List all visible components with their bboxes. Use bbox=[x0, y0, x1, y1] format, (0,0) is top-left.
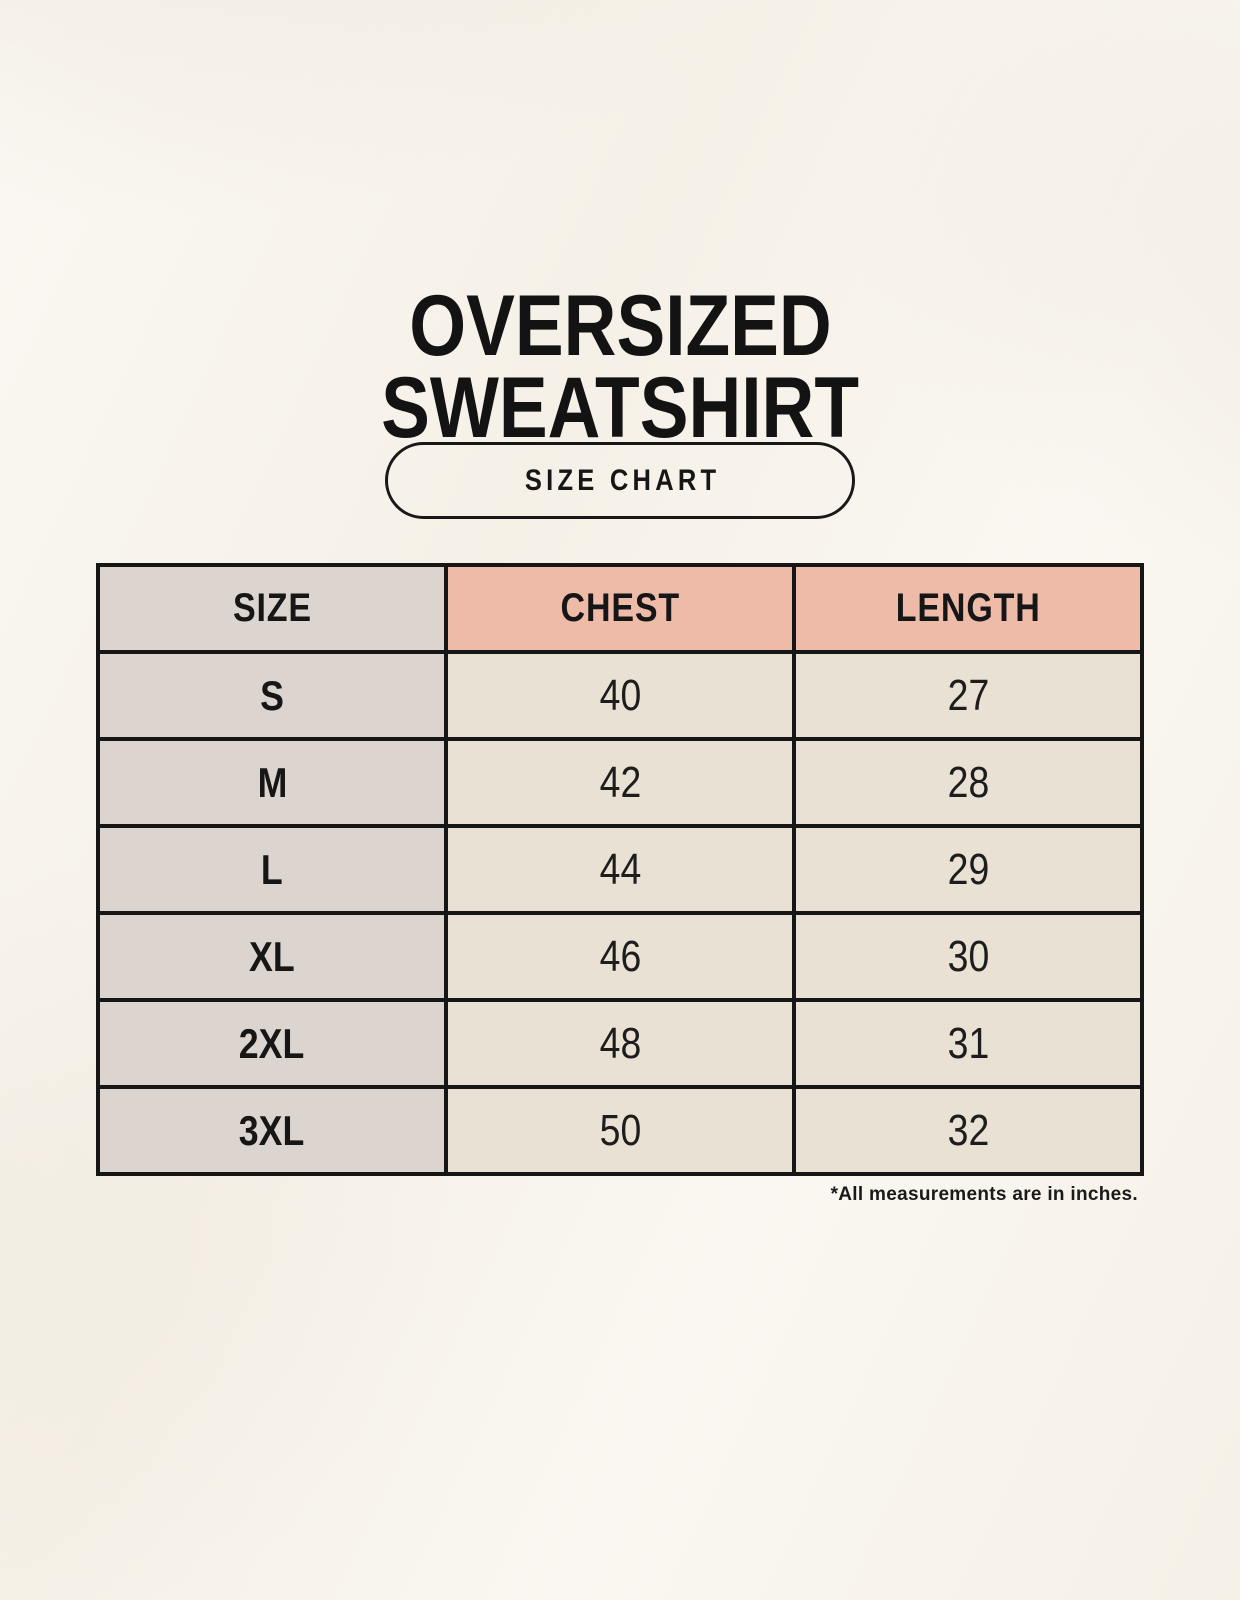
table-row-3xl: 3XL 50 32 bbox=[96, 1085, 1144, 1176]
page-title-line-1: OVERSIZED bbox=[408, 277, 832, 374]
header-cell-length: LENGTH bbox=[792, 563, 1144, 654]
length-value-cell: 29 bbox=[792, 824, 1144, 915]
length-value-cell: 28 bbox=[792, 737, 1144, 828]
chest-value-cell: 48 bbox=[444, 998, 796, 1089]
size-label: S bbox=[260, 671, 284, 719]
header-label-chest: CHEST bbox=[560, 586, 680, 630]
value-label: 48 bbox=[599, 1018, 641, 1068]
size-cell: 2XL bbox=[96, 998, 448, 1089]
page-title: OVERSIZED SWEATSHIRT bbox=[0, 277, 1240, 456]
value-label: 32 bbox=[947, 1105, 989, 1155]
header-row: SIZE CHEST LENGTH bbox=[96, 563, 1144, 654]
header-label-length: LENGTH bbox=[895, 586, 1041, 630]
value-label: 31 bbox=[947, 1018, 989, 1068]
value-label: 27 bbox=[947, 670, 989, 720]
header-cell-chest: CHEST bbox=[444, 563, 796, 654]
value-label: 28 bbox=[947, 757, 989, 807]
value-label: 42 bbox=[599, 757, 641, 807]
size-cell: 3XL bbox=[96, 1085, 448, 1176]
size-chart-table-body: S 40 27 M 42 28 L 44 29 XL 46 30 2XL 48 31 3XL 50 32 bbox=[96, 650, 1144, 1176]
size-chart-badge-label: SIZE CHART bbox=[524, 463, 720, 497]
length-value-cell: 30 bbox=[792, 911, 1144, 1002]
value-label: 29 bbox=[947, 844, 989, 894]
size-label: 3XL bbox=[239, 1106, 305, 1154]
size-label: L bbox=[261, 845, 283, 893]
size-label: 2XL bbox=[239, 1019, 305, 1067]
size-cell: M bbox=[96, 737, 448, 828]
size-chart-badge: SIZE CHART bbox=[385, 442, 855, 519]
value-label: 30 bbox=[947, 931, 989, 981]
chest-value-cell: 44 bbox=[444, 824, 796, 915]
length-value-cell: 32 bbox=[792, 1085, 1144, 1176]
size-label: M bbox=[257, 758, 287, 806]
value-label: 40 bbox=[599, 670, 641, 720]
table-row-xl: XL 46 30 bbox=[96, 911, 1144, 1002]
size-cell: XL bbox=[96, 911, 448, 1002]
page-title-line-2: SWEATSHIRT bbox=[381, 359, 859, 456]
chest-value-cell: 46 bbox=[444, 911, 796, 1002]
size-cell: S bbox=[96, 650, 448, 741]
table-row-l: L 44 29 bbox=[96, 824, 1144, 915]
value-label: 44 bbox=[599, 844, 641, 894]
value-label: 50 bbox=[599, 1105, 641, 1155]
length-value-cell: 31 bbox=[792, 998, 1144, 1089]
header-cell-size: SIZE bbox=[96, 563, 448, 654]
size-chart-table-head: SIZE CHEST LENGTH bbox=[96, 563, 1144, 654]
header-label-size: SIZE bbox=[232, 586, 312, 630]
chest-value-cell: 50 bbox=[444, 1085, 796, 1176]
length-value-cell: 27 bbox=[792, 650, 1144, 741]
measurements-footnote: *All measurements are in inches. bbox=[830, 1184, 1138, 1205]
size-label: XL bbox=[249, 932, 295, 980]
size-cell: L bbox=[96, 824, 448, 915]
value-label: 46 bbox=[599, 931, 641, 981]
chest-value-cell: 40 bbox=[444, 650, 796, 741]
table-row-m: M 42 28 bbox=[96, 737, 1144, 828]
chest-value-cell: 42 bbox=[444, 737, 796, 828]
table-row-s: S 40 27 bbox=[96, 650, 1144, 741]
table-row-2xl: 2XL 48 31 bbox=[96, 998, 1144, 1089]
size-chart-table: SIZE CHEST LENGTH S 40 27 M 42 28 L 44 29 XL 46 30 2XL… bbox=[96, 563, 1144, 1176]
